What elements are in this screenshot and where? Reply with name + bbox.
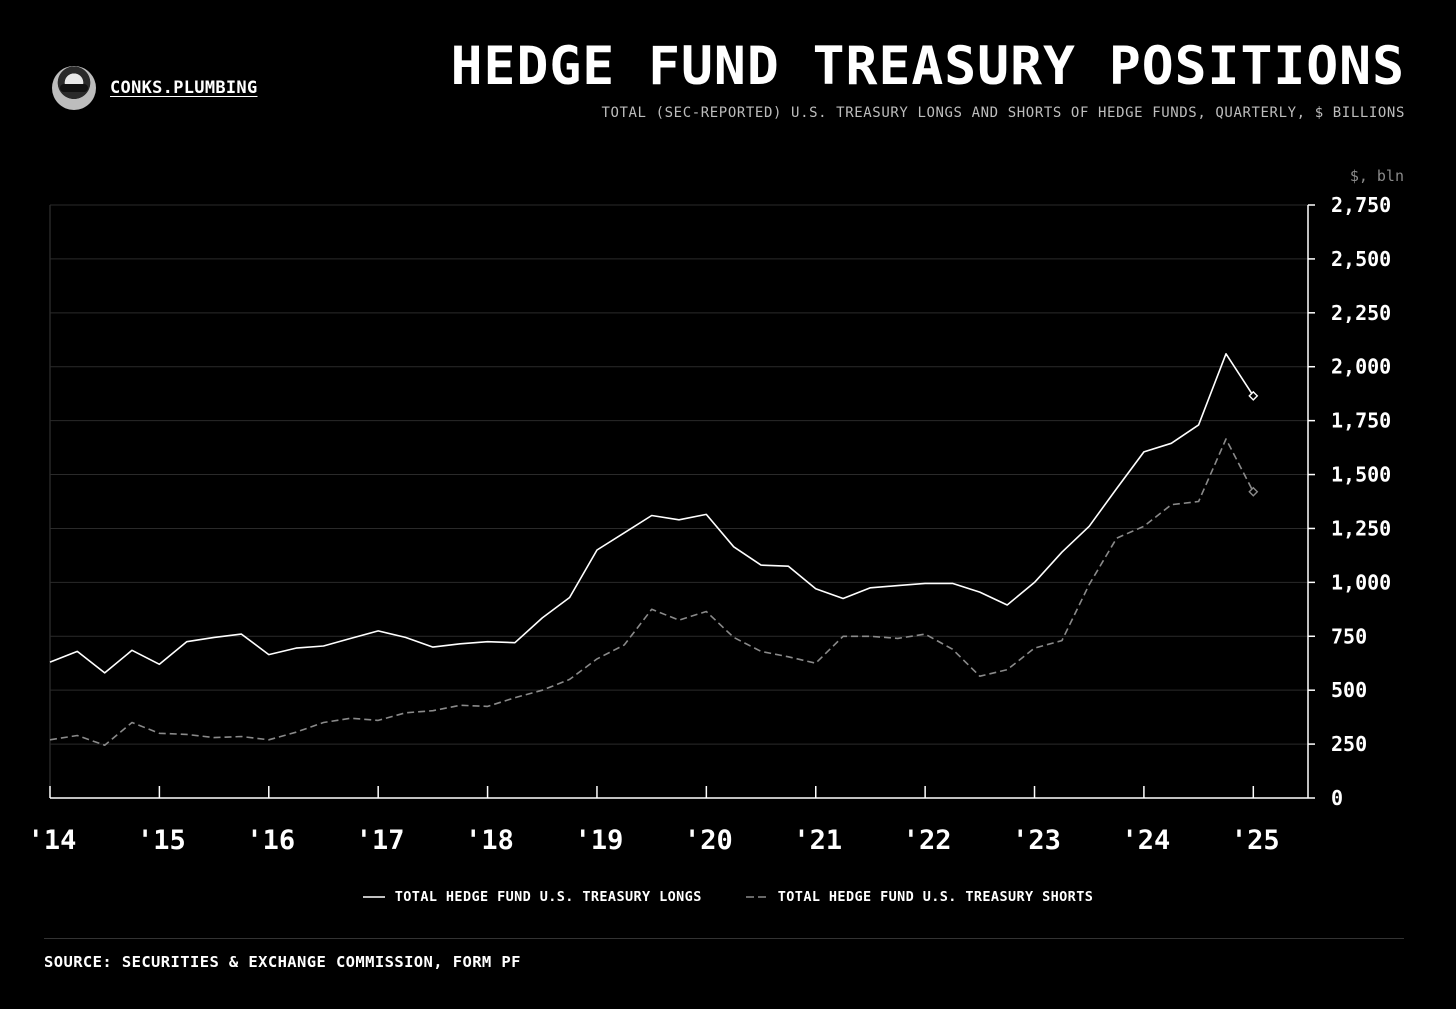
x-tick-label: '23 (1012, 825, 1061, 856)
y-tick-label: 250 (1331, 732, 1367, 756)
end-marker-shorts (1248, 486, 1259, 497)
x-tick-label: '20 (684, 825, 733, 856)
series-line-shorts (49, 438, 1255, 746)
x-tick-label: '17 (356, 825, 405, 856)
y-tick-label: 500 (1331, 678, 1367, 702)
legend-item-shorts: TOTAL HEDGE FUND U.S. TREASURY SHORTS (745, 889, 1094, 905)
legend-label-shorts: TOTAL HEDGE FUND U.S. TREASURY SHORTS (777, 889, 1094, 905)
brand-name[interactable]: CONKS.PLUMBING (110, 78, 258, 98)
x-tick-label: '15 (137, 825, 186, 856)
y-tick-label: 0 (1331, 786, 1343, 810)
x-tick-label: '16 (246, 825, 295, 856)
x-tick-label: '22 (903, 825, 952, 856)
chart-title: HEDGE FUND TREASURY POSITIONS (450, 36, 1405, 97)
y-tick-label: 2,250 (1331, 301, 1391, 325)
brand[interactable]: CONKS.PLUMBING (52, 66, 258, 110)
x-tick-label: '14 (28, 825, 77, 856)
legend-item-longs: TOTAL HEDGE FUND U.S. TREASURY LONGS (362, 889, 702, 905)
y-unit-label: $, bln (1350, 167, 1404, 185)
y-tick-label: 1,500 (1331, 463, 1391, 487)
y-tick-label: 2,750 (1331, 193, 1391, 217)
y-tick-label: 2,000 (1331, 355, 1391, 379)
x-tick-label: '25 (1231, 825, 1280, 856)
series-line-longs (49, 353, 1254, 674)
y-tick-label: 1,250 (1331, 516, 1391, 540)
x-tick-label: '18 (465, 825, 514, 856)
y-tick-label: 1,750 (1331, 409, 1391, 433)
footer-divider (44, 938, 1404, 939)
legend-swatch-dashed (745, 896, 768, 898)
legend-swatch-solid (362, 896, 385, 898)
x-tick-label: '24 (1122, 825, 1171, 856)
source-note: SOURCE: SECURITIES & EXCHANGE COMMISSION… (44, 953, 521, 971)
x-tick-label: '19 (575, 825, 624, 856)
x-tick-label: '21 (793, 825, 842, 856)
end-marker-longs (1248, 390, 1259, 401)
legend: TOTAL HEDGE FUND U.S. TREASURY LONGS TOT… (0, 889, 1456, 905)
y-tick-label: 750 (1331, 624, 1367, 648)
y-tick-label: 1,000 (1331, 570, 1391, 594)
chart-subtitle: TOTAL (SEC-REPORTED) U.S. TREASURY LONGS… (601, 105, 1405, 121)
legend-label-longs: TOTAL HEDGE FUND U.S. TREASURY LONGS (394, 889, 702, 905)
y-tick-label: 2,500 (1331, 247, 1391, 271)
ninja-avatar-icon (52, 66, 96, 110)
